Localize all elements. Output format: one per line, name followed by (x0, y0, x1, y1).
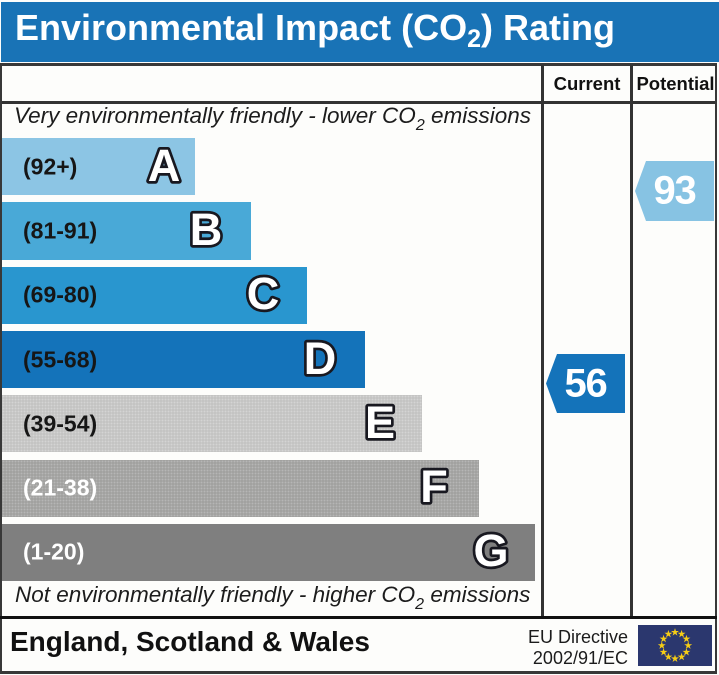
svg-text:A: A (148, 140, 181, 191)
svg-text:B: B (190, 204, 223, 255)
svg-text:D: D (304, 333, 337, 384)
svg-text:E: E (365, 397, 395, 448)
svg-text:G: G (473, 525, 508, 576)
svg-text:F: F (420, 461, 448, 512)
svg-text:C: C (247, 268, 280, 319)
